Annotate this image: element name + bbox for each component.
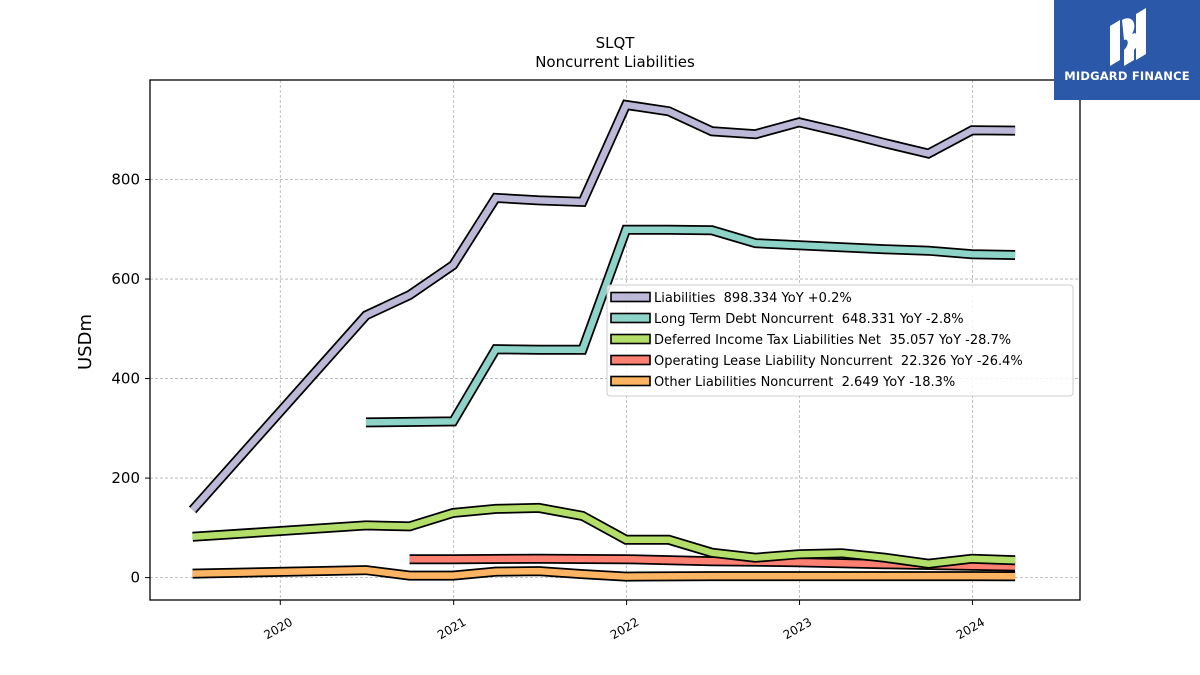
legend-swatch: [610, 291, 651, 303]
legend-label: Deferred Income Tax Liabilities Net 35.0…: [654, 333, 1011, 348]
y-tick-label: 200: [111, 469, 140, 487]
series-deferred-income-tax-liabilities-net: [192, 502, 1016, 569]
brand-name: MIDGARD FINANCE: [1064, 69, 1190, 83]
y-tick-label: 600: [111, 270, 140, 288]
legend-label: Operating Lease Liability Noncurrent 22.…: [654, 354, 1023, 369]
x-tick-label: 2024: [954, 615, 987, 642]
series-layer: [188, 99, 1016, 582]
legend-label: Other Liabilities Noncurrent 2.649 YoY -…: [654, 375, 955, 390]
x-tick-label: 2023: [781, 615, 814, 642]
brand-logo: MIDGARD FINANCE: [1054, 0, 1200, 100]
legend-label: Liabilities 898.334 YoY +0.2%: [654, 291, 852, 306]
y-tick-label: 0: [130, 569, 140, 587]
series-long-term-debt-noncurrent: [365, 224, 1016, 428]
y-tick-label: 400: [111, 370, 140, 388]
legend-swatch: [610, 312, 651, 324]
chart-title: SLQT: [596, 34, 636, 52]
series-line: [192, 566, 1016, 580]
midgard-logo-icon: [1110, 8, 1146, 66]
series-line: [192, 504, 1016, 567]
legend: Liabilities 898.334 YoY +0.2% Long Term D…: [606, 284, 1074, 397]
x-tick-label: 2020: [262, 615, 295, 642]
legend-swatch: [610, 333, 651, 345]
series-line: [365, 226, 1016, 426]
y-tick-label: 800: [111, 171, 140, 189]
y-axis-label: USDm: [75, 314, 96, 370]
series-line: [190, 101, 1016, 513]
x-tick-label: 2021: [435, 615, 468, 642]
series-liabilities: [188, 99, 1016, 514]
chart-subtitle: Noncurrent Liabilities: [535, 53, 695, 71]
legend-swatch: [610, 354, 651, 366]
series-other-liabilities-noncurrent: [192, 565, 1016, 582]
legend-label: Long Term Debt Noncurrent 648.331 YoY -2…: [654, 312, 964, 327]
legend-swatch: [610, 375, 651, 387]
x-tick-label: 2022: [608, 615, 641, 642]
legend-box: [606, 284, 1074, 397]
plot-frame: [149, 79, 1081, 601]
